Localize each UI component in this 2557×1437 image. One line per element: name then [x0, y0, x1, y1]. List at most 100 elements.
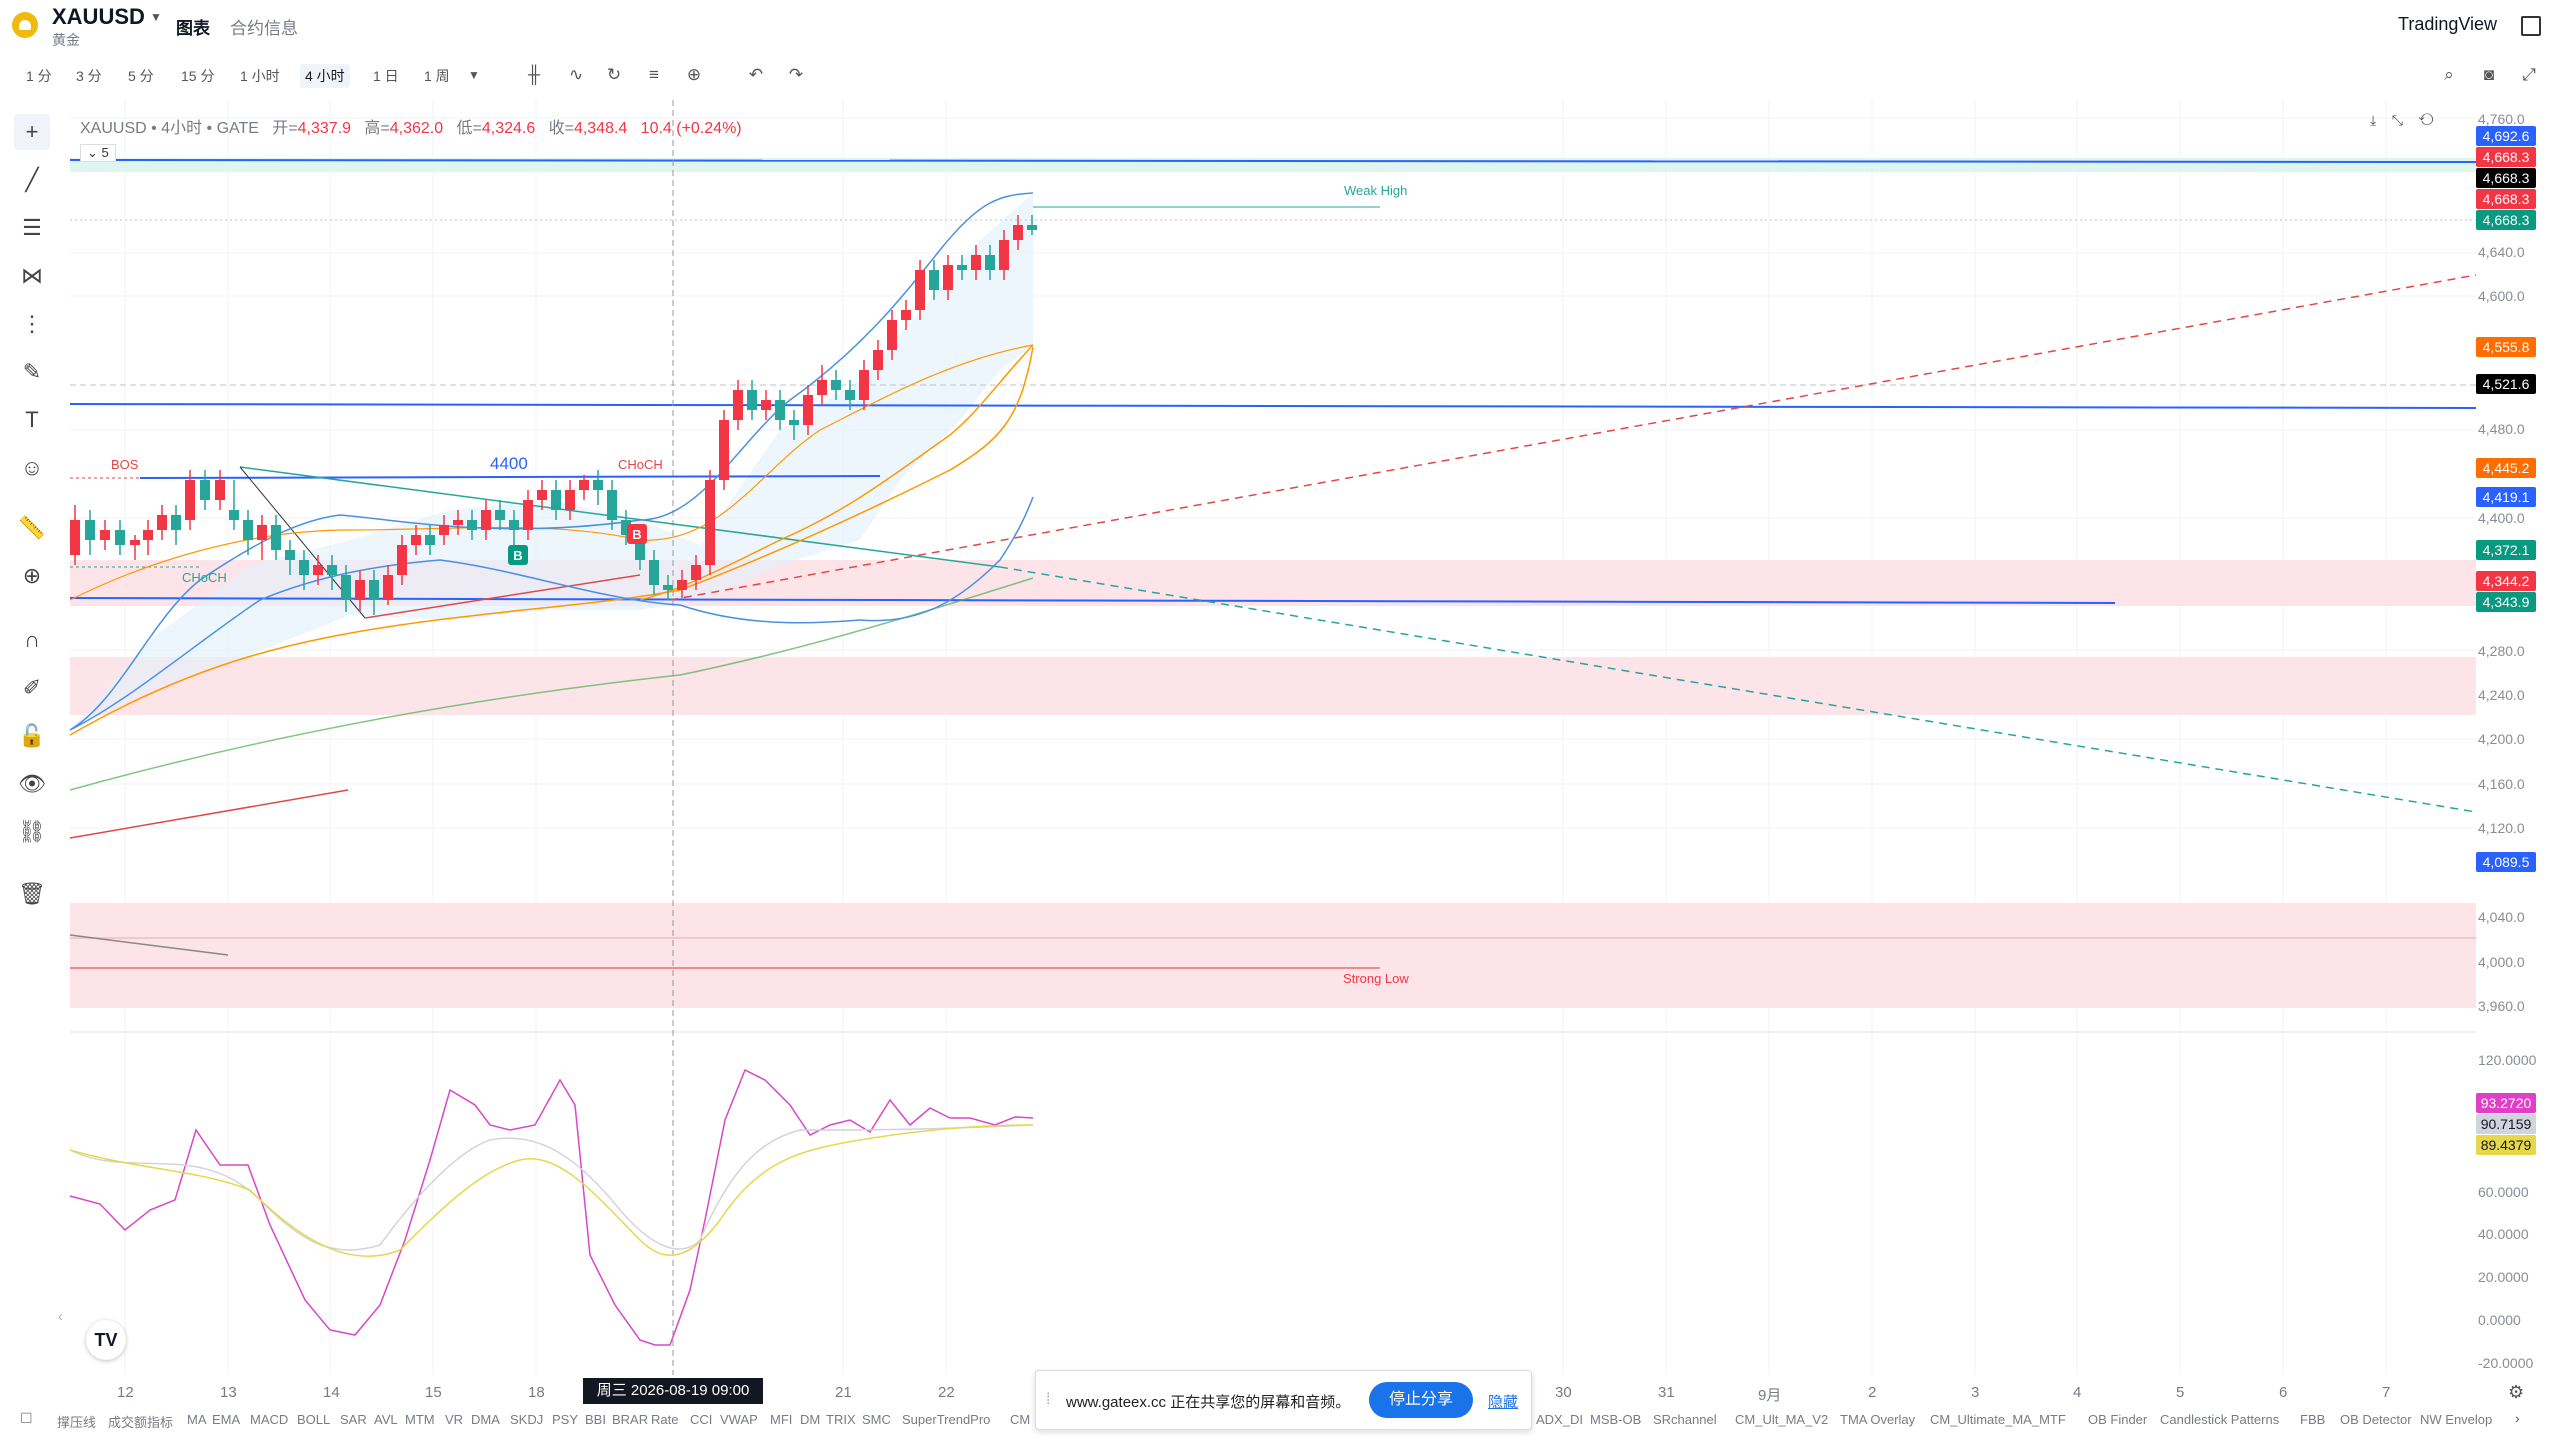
indicator-item[interactable]: ADX_DI [1536, 1412, 1583, 1427]
tab-contract-info[interactable]: 合约信息 [230, 19, 298, 38]
zoom-tool-icon[interactable]: ⊕ [22, 563, 42, 588]
indicator-item[interactable]: FBB [2300, 1412, 2326, 1427]
candle-body [397, 545, 407, 575]
timeframe-1d[interactable]: 1 日 [373, 68, 399, 84]
indicator-item[interactable]: MFI [770, 1412, 793, 1427]
indicator-item[interactable]: MACD [250, 1412, 289, 1427]
indicator-item[interactable]: Candlestick Patterns [2160, 1412, 2280, 1427]
indicator-item[interactable]: OB Detector [2340, 1412, 2412, 1427]
refresh-icon[interactable]: ↻ [606, 65, 622, 84]
time-tick: 31 [1658, 1384, 1675, 1401]
hide-link[interactable]: 隐藏 [1488, 1394, 1519, 1411]
collapse-pane-icon[interactable]: ⤡ [2391, 112, 2403, 128]
redo-icon[interactable]: ↷ [788, 65, 804, 84]
candlestick-series[interactable] [70, 215, 1037, 615]
link-icon[interactable]: ⛓ [18, 819, 46, 844]
indicator-item[interactable]: MTM [405, 1412, 435, 1427]
scroll-right-icon[interactable]: › [2515, 1410, 2520, 1426]
indicator-item[interactable]: 成交额指标 [108, 1415, 174, 1430]
brush-tool-icon[interactable]: ✎ [22, 359, 42, 384]
visibility-icon[interactable]: 👁 [18, 771, 46, 796]
timeframe-5m[interactable]: 5 分 [128, 68, 154, 84]
search-icon[interactable]: ⌕ [2444, 65, 2454, 84]
indicator-item[interactable]: SAR [340, 1412, 367, 1427]
indicator-item[interactable]: DMA [471, 1412, 500, 1427]
indicators-icon[interactable]: ∿ [568, 65, 584, 84]
chart-controls[interactable]: ⤓ ⤡ ⟲ [2370, 112, 2434, 129]
add-icon[interactable]: ⊕ [686, 65, 702, 84]
settings-gear-icon[interactable]: ⚙ [2508, 1382, 2525, 1402]
indicator-item[interactable]: PSY [552, 1412, 579, 1427]
indicator-item[interactable]: BBI [585, 1412, 606, 1427]
text-tool-icon[interactable]: T [25, 407, 39, 432]
indicator-item[interactable]: MSB-OB [1590, 1412, 1642, 1427]
magnet-tool-icon[interactable]: ∩ [24, 627, 40, 652]
buy-marker[interactable]: B [508, 545, 528, 565]
forecast-tool-icon[interactable]: ⋮ [21, 311, 43, 336]
trendline-tool-icon[interactable]: ╱ [25, 167, 39, 192]
draw-mode-icon[interactable]: ✐ [22, 675, 42, 700]
timeframe-dropdown-icon[interactable]: ▼ [468, 68, 480, 82]
tab-chart[interactable]: 图表 [176, 19, 210, 38]
collapse-indicators-button[interactable]: ⌄ 5 [80, 144, 116, 162]
candle-type-icon[interactable]: ╫ [527, 65, 541, 84]
ema-orange-slow [69, 346, 1034, 736]
ruler-tool-icon[interactable]: 📏 [18, 515, 46, 540]
indicator-item[interactable]: 撑压线 [57, 1415, 97, 1430]
indicator-menu-icon[interactable]: ☐ [20, 1410, 33, 1426]
camera-icon[interactable]: ◙ [2483, 65, 2495, 84]
indicator-item[interactable]: SMC [862, 1412, 891, 1427]
undo-icon[interactable]: ↶ [748, 65, 764, 84]
timeframe-4h[interactable]: 4 小时 [300, 64, 350, 88]
price-chart[interactable]: B B BOS CHoCH CHoCH 4400 Weak High Stron… [0, 100, 2476, 1375]
timeframe-3m[interactable]: 3 分 [76, 68, 102, 84]
indicator-item[interactable]: SuperTrendPro [902, 1412, 991, 1427]
timeframe-1w[interactable]: 1 周 [424, 68, 450, 84]
symbol-subtitle: 黄金 [52, 32, 80, 48]
indicator-item[interactable]: EMA [212, 1412, 241, 1427]
indicator-item[interactable]: TMA Overlay [1840, 1412, 1916, 1427]
lock-icon[interactable]: 🔓 [18, 723, 46, 748]
symbol-dropdown-icon[interactable]: ▼ [150, 10, 162, 24]
support-line [69, 597, 2116, 604]
indicator-item[interactable]: DM [800, 1412, 821, 1427]
indicator-item[interactable]: VR [445, 1412, 464, 1427]
indicator-item[interactable]: SRchannel [1653, 1412, 1717, 1427]
indicator-item[interactable]: CM_Ultimate_MA_MTF [1930, 1412, 2066, 1427]
templates-icon[interactable]: ≡ [649, 65, 659, 84]
indicator-item[interactable]: CM [1010, 1412, 1031, 1427]
indicator-item[interactable]: CM_Ult_MA_V2 [1735, 1412, 1829, 1427]
stop-sharing-button[interactable]: 停止分享 [1369, 1382, 1473, 1418]
trash-icon[interactable]: 🗑 [18, 881, 46, 906]
reset-icon[interactable]: ⟲ [2418, 112, 2434, 128]
time-tick: 14 [323, 1384, 340, 1401]
indicator-item[interactable]: BOLL [297, 1412, 331, 1427]
collapse-left-icon[interactable]: ‹ [58, 1308, 63, 1324]
indicator-item[interactable]: Rate [651, 1412, 679, 1427]
indicator-item[interactable]: TRIX [826, 1412, 856, 1427]
timeframe-1h[interactable]: 1 小时 [240, 68, 280, 84]
drag-handle-icon[interactable]: ⁞ [1046, 1391, 1051, 1408]
low-label: 低= [456, 120, 482, 137]
fib-tool-icon[interactable]: ☰ [22, 215, 42, 240]
indicator-item[interactable]: MA [187, 1412, 207, 1427]
window-maximize-icon[interactable] [2521, 16, 2541, 36]
indicator-item[interactable]: VWAP [720, 1412, 758, 1427]
scroll-down-icon[interactable]: ⤓ [2370, 112, 2377, 128]
indicator-item[interactable]: AVL [374, 1412, 398, 1427]
pattern-tool-icon[interactable]: ⋈ [21, 263, 43, 288]
indicator-item[interactable]: OB Finder [2088, 1412, 2148, 1427]
fullscreen-icon[interactable]: ⤢ [2522, 65, 2536, 84]
indicator-item[interactable]: NW Envelop [2420, 1412, 2493, 1427]
symbol-name[interactable]: XAUUSD [52, 4, 145, 29]
sell-marker[interactable]: B [627, 524, 647, 544]
svg-text:B: B [513, 548, 522, 563]
timeframe-1m[interactable]: 1 分 [26, 68, 52, 84]
indicator-item[interactable]: CCI [690, 1412, 713, 1427]
crosshair-tool-icon[interactable]: + [14, 114, 50, 150]
tradingview-logo[interactable]: TV [86, 1320, 126, 1360]
timeframe-15m[interactable]: 15 分 [181, 68, 215, 84]
indicator-item[interactable]: SKDJ [510, 1412, 544, 1427]
emoji-tool-icon[interactable]: ☺ [20, 455, 44, 480]
indicator-item[interactable]: BRAR [612, 1412, 649, 1427]
